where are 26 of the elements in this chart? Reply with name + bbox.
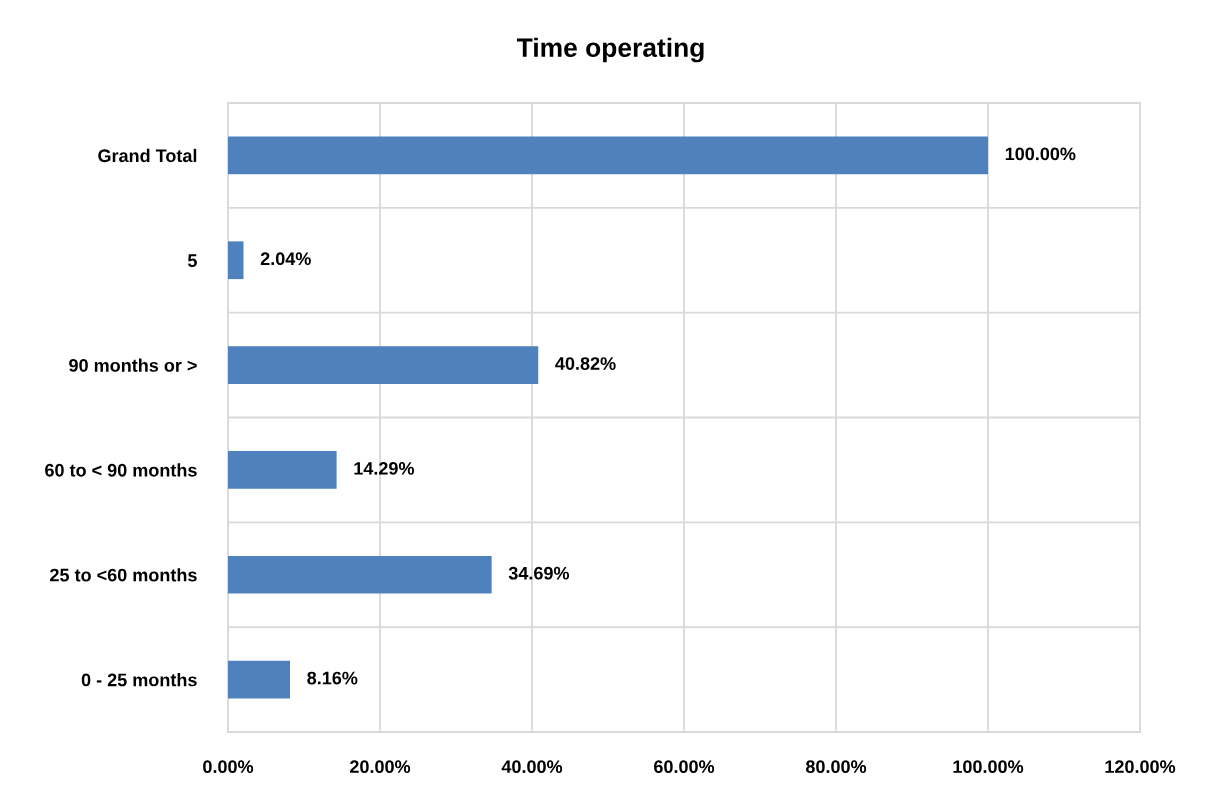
data-label: 14.29% xyxy=(354,461,415,475)
bar xyxy=(228,660,291,699)
x-tick-label: 100.00% xyxy=(953,760,1024,774)
y-tick-label: 90 months or > xyxy=(69,358,197,372)
data-label: 34.69% xyxy=(508,566,570,580)
y-tick-label: 0 - 25 months xyxy=(81,673,197,687)
chart-title: Time operating xyxy=(516,37,704,63)
data-label: 2.04% xyxy=(260,252,311,266)
x-tick-label: 40.00% xyxy=(501,760,563,774)
data-label: 100.00% xyxy=(1005,147,1076,161)
x-tick-label: 20.00% xyxy=(350,760,411,774)
data-label: 8.16% xyxy=(307,671,358,685)
y-tick-label: 5 xyxy=(187,254,197,267)
x-tick-label: 60.00% xyxy=(654,760,715,774)
bar xyxy=(228,451,337,489)
data-label: 40.82% xyxy=(555,357,616,370)
x-tick-label: 0.00% xyxy=(203,760,254,774)
y-tick-label: Grand Total xyxy=(98,148,197,163)
bar xyxy=(228,555,492,594)
y-tick-label: 25 to <60 months xyxy=(50,568,197,582)
x-tick-label: 120.00% xyxy=(1105,760,1176,774)
x-tick-label: 80.00% xyxy=(805,760,867,774)
bar xyxy=(228,136,988,175)
bar xyxy=(228,241,244,280)
bar xyxy=(228,346,539,384)
y-tick-label: 60 to < 90 months xyxy=(45,463,197,477)
